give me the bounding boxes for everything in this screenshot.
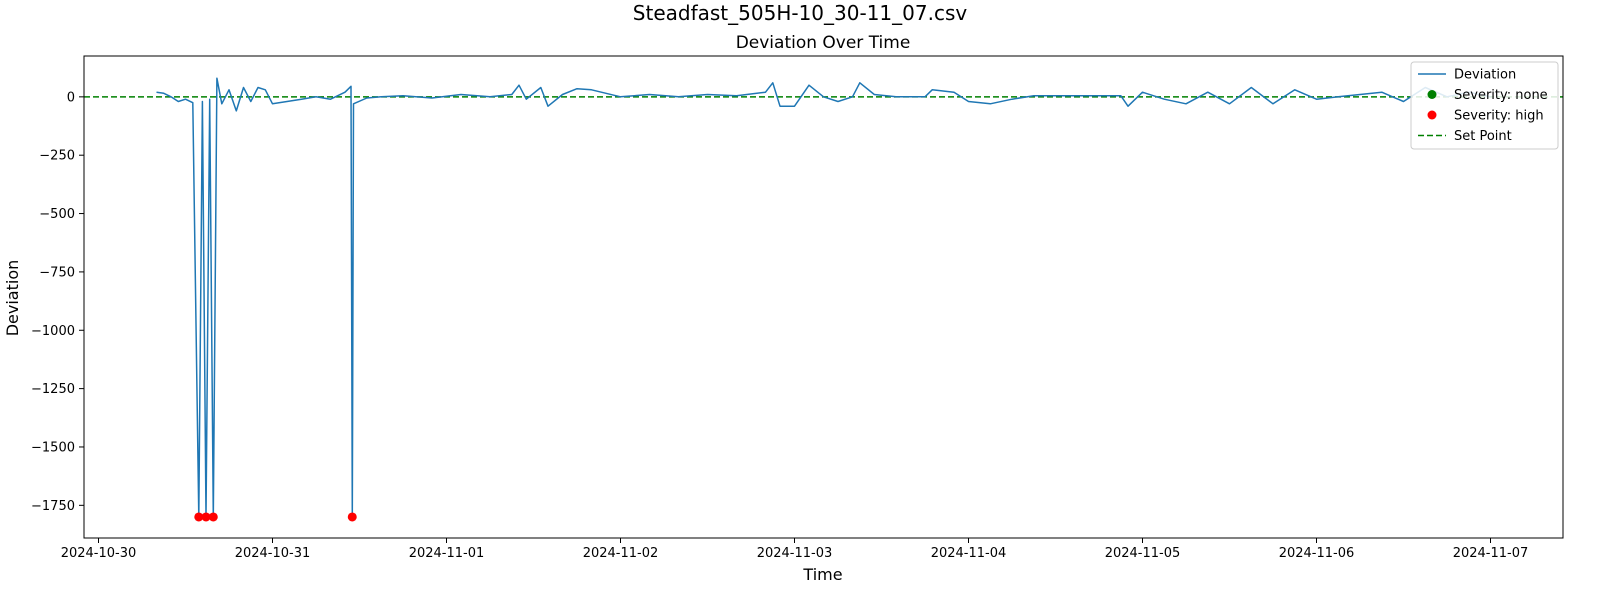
y-tick-label-7: −1750 xyxy=(31,499,75,514)
legend: Deviation Severity: none Severity: high Set… xyxy=(1410,61,1559,150)
severity-high-point-1 xyxy=(201,512,211,522)
y-axis-label: Deviation xyxy=(3,260,22,337)
x-axis-label: Time xyxy=(802,565,842,584)
legend-label-1: Severity: none xyxy=(1454,88,1548,103)
x-tick-label-2: 2024-11-01 xyxy=(409,546,485,561)
x-tick-label-6: 2024-11-05 xyxy=(1105,546,1181,561)
x-tick-label-7: 2024-11-06 xyxy=(1279,546,1355,561)
chart-title: Deviation Over Time xyxy=(736,33,911,53)
x-axis-ticks: 2024-10-30 2024-10-31 2024-11-01 2024-11-02… xyxy=(61,538,1529,561)
y-tick-label-0: 0 xyxy=(67,90,75,105)
x-tick-label-3: 2024-11-02 xyxy=(583,546,659,561)
severity-high-point-0 xyxy=(194,512,204,522)
legend-swatch-2 xyxy=(1427,110,1437,120)
legend-swatch-1 xyxy=(1427,90,1437,99)
y-tick-label-4: −1000 xyxy=(31,324,75,339)
legend-label-2: Severity: high xyxy=(1454,109,1544,124)
legend-label-3: Set Point xyxy=(1454,129,1512,144)
x-tick-label-8: 2024-11-07 xyxy=(1453,546,1529,561)
legend-frame xyxy=(1410,61,1559,150)
y-tick-label-2: −500 xyxy=(39,207,75,222)
legend-label-0: Deviation xyxy=(1454,68,1516,83)
figure-title: Steadfast_505H-10_30-11_07.csv xyxy=(633,1,968,25)
x-tick-label-4: 2024-11-03 xyxy=(757,546,833,561)
plot-area xyxy=(83,55,1564,539)
y-tick-label-5: −1250 xyxy=(31,382,75,397)
y-tick-label-3: −750 xyxy=(39,265,75,280)
x-tick-label-1: 2024-10-31 xyxy=(235,546,311,561)
series-line-0 xyxy=(156,77,1491,518)
severity-high-point-3 xyxy=(347,512,357,522)
x-tick-label-5: 2024-11-04 xyxy=(931,546,1007,561)
x-tick-label-0: 2024-10-30 xyxy=(61,546,137,561)
severity-high-point-2 xyxy=(208,512,218,522)
plot-frame xyxy=(83,55,1564,539)
y-tick-label-1: −250 xyxy=(39,149,75,164)
y-axis-ticks: 0 −250 −500 −750 −1000 −1250 −1500 −1750 xyxy=(31,90,84,514)
y-tick-label-6: −1500 xyxy=(31,440,75,455)
